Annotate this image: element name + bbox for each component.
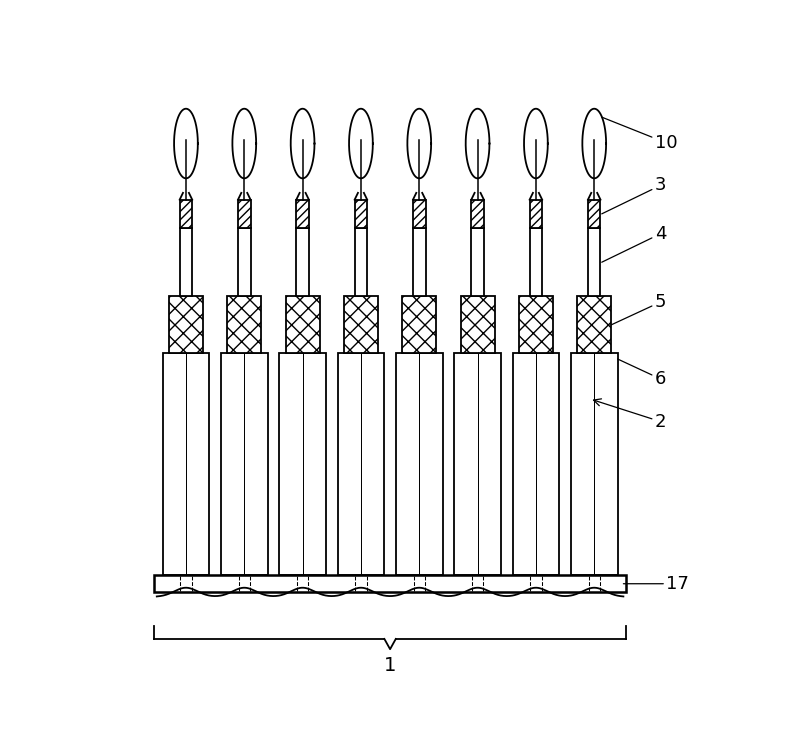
Polygon shape: [290, 109, 314, 178]
Text: 3: 3: [602, 177, 666, 214]
Bar: [238, 228, 250, 296]
Polygon shape: [407, 109, 431, 178]
Bar: [588, 228, 601, 296]
Bar: [180, 200, 192, 228]
Polygon shape: [174, 109, 198, 178]
Text: 4: 4: [602, 225, 666, 262]
Text: 17: 17: [623, 575, 689, 593]
Bar: [238, 200, 250, 228]
Bar: [530, 228, 542, 296]
Bar: [413, 200, 426, 228]
Bar: [519, 296, 553, 353]
Bar: [286, 296, 320, 353]
Text: 1: 1: [384, 656, 396, 675]
Bar: [180, 228, 192, 296]
Bar: [461, 296, 494, 353]
Bar: [296, 228, 309, 296]
Bar: [227, 296, 262, 353]
Bar: [471, 200, 484, 228]
Bar: [513, 353, 559, 575]
Bar: [338, 353, 384, 575]
Polygon shape: [232, 109, 256, 178]
Bar: [344, 296, 378, 353]
Text: 10: 10: [602, 117, 678, 151]
Bar: [221, 353, 268, 575]
Polygon shape: [466, 109, 490, 178]
Bar: [402, 296, 436, 353]
Text: 5: 5: [611, 293, 666, 325]
Bar: [588, 200, 601, 228]
Bar: [162, 353, 210, 575]
Bar: [279, 353, 326, 575]
Text: 6: 6: [618, 359, 666, 388]
Bar: [571, 353, 618, 575]
Polygon shape: [582, 109, 606, 178]
Bar: [530, 200, 542, 228]
Bar: [396, 353, 442, 575]
Bar: [354, 228, 367, 296]
Polygon shape: [349, 109, 373, 178]
Bar: [354, 200, 367, 228]
Bar: [454, 353, 501, 575]
Bar: [471, 228, 484, 296]
Bar: [577, 296, 611, 353]
Bar: [169, 296, 203, 353]
Bar: [296, 200, 309, 228]
Bar: [413, 228, 426, 296]
Polygon shape: [524, 109, 548, 178]
Bar: [154, 575, 626, 592]
Text: 2: 2: [594, 399, 666, 431]
